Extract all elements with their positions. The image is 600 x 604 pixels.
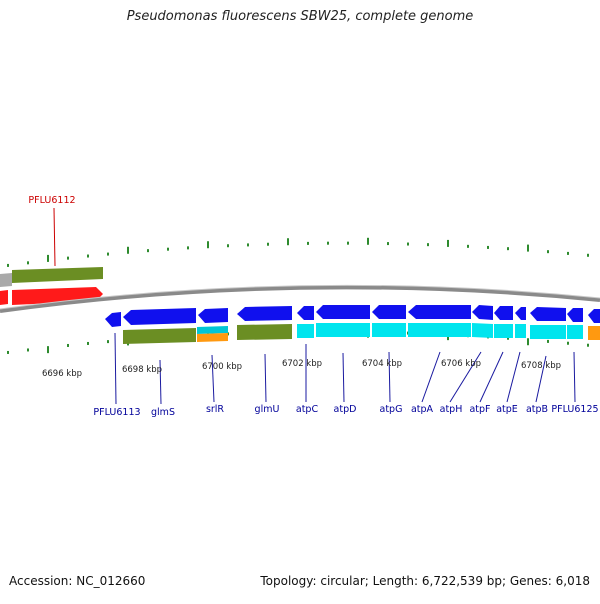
scale-label-6698: 6698 kbp — [122, 365, 162, 375]
leader-line-atph — [449, 351, 482, 403]
gene-label-glms: glmS — [151, 407, 175, 418]
gene-arrow-atpg — [372, 305, 406, 319]
leader-line-pflu6113 — [114, 332, 117, 405]
tick-ruler-top — [7, 237, 589, 267]
gene-arrow-right-edge — [588, 309, 600, 323]
leader-line-atpa — [421, 351, 441, 403]
cds-feature-atpa — [408, 323, 471, 337]
cds-feature-right-edge — [588, 326, 600, 340]
gene-label-atpe: atpE — [496, 404, 518, 415]
leader-line-atpe — [506, 351, 521, 403]
gene-arrow-pflu6113 — [105, 312, 121, 327]
leader-line-atpd — [342, 352, 345, 403]
scale-label-6708: 6708 kbp — [521, 361, 561, 371]
gene-label-atpc: atpC — [296, 404, 319, 415]
leader-line-atpg — [388, 351, 391, 403]
leader-line-pflu6112 — [53, 207, 56, 267]
gene-label-atph: atpH — [440, 404, 463, 415]
leader-line-glms — [159, 359, 162, 405]
gene-arrow-srlr — [198, 308, 228, 323]
cds-feature-atpc — [297, 324, 314, 338]
gene-arrow-atpc — [297, 306, 314, 320]
gene-arrow-atph — [472, 305, 493, 320]
gene-label-glmu: glmU — [255, 404, 280, 415]
genome-summary-label: Topology: circular; Length: 6,722,539 bp… — [260, 574, 590, 588]
scale-label-6706: 6706 kbp — [441, 359, 481, 369]
cds-feature-atpg — [372, 323, 406, 337]
gene-label-atpa: atpA — [411, 404, 434, 415]
leader-line-atpf — [479, 351, 504, 403]
cds-feature-atpe — [515, 324, 526, 338]
cds-feature-pflu6112 — [12, 267, 103, 283]
gene-arrow-pflu6125 — [567, 308, 583, 322]
leader-line-atpb — [535, 355, 547, 403]
scale-label-6704: 6704 kbp — [362, 359, 402, 369]
gene-label-atpb: atpB — [526, 404, 548, 415]
cds-feature-glms — [123, 328, 196, 344]
cds-feature-atpd — [316, 323, 370, 337]
cds-feature-atpf — [494, 324, 513, 338]
cds-feature-pflu6125 — [567, 325, 583, 339]
leader-line-srlr — [211, 354, 215, 403]
genome-title: Pseudomonas fluorescens SBW25, complete … — [126, 9, 474, 24]
gene-arrow-atpa — [408, 305, 471, 319]
gene-arrow-glmu — [237, 306, 292, 321]
cds-feature-srlr-b — [197, 333, 228, 342]
gene-label-atpf: atpF — [469, 404, 490, 415]
gene-arrow-atpe — [515, 307, 526, 320]
gene-arrow-glms — [123, 308, 196, 325]
gene-arrow-forward-left — [0, 290, 8, 305]
gene-label-pflu6125: PFLU6125 — [551, 404, 598, 415]
gene-label-pflu6112: PFLU6112 — [28, 195, 75, 206]
gene-label-pflu6113: PFLU6113 — [93, 407, 140, 418]
cds-feature-srlr — [197, 326, 228, 334]
accession-label: Accession: NC_012660 — [9, 574, 146, 588]
scale-label-6702: 6702 kbp — [282, 359, 322, 369]
cds-feature-gray — [0, 273, 12, 287]
gene-label-atpd: atpD — [334, 404, 357, 415]
leader-line-glmu — [264, 353, 267, 403]
gene-arrow-atpd — [316, 305, 370, 319]
genome-backbone — [0, 285, 600, 313]
gene-arrow-atpf — [494, 306, 513, 320]
leader-line-pflu6125 — [573, 351, 576, 403]
cds-feature-atph — [472, 323, 493, 338]
scale-label-6700: 6700 kbp — [202, 362, 242, 372]
gene-label-srlr: srlR — [206, 404, 224, 415]
cds-feature-atpb — [530, 325, 566, 339]
scale-label-6696: 6696 kbp — [42, 369, 82, 379]
gene-label-atpg: atpG — [380, 404, 403, 415]
cds-feature-glmu — [237, 324, 292, 340]
genome-backbone-highlight — [0, 284, 600, 310]
gene-arrow-atpb — [530, 307, 566, 321]
